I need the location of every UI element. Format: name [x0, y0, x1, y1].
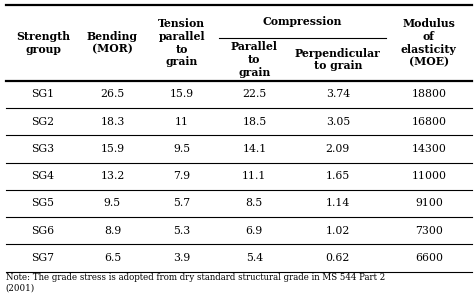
- Text: 14300: 14300: [411, 144, 446, 154]
- Text: SG6: SG6: [31, 226, 55, 236]
- Text: 18.5: 18.5: [242, 117, 266, 127]
- Text: SG3: SG3: [31, 144, 55, 154]
- Text: 2.09: 2.09: [326, 144, 350, 154]
- Text: 15.9: 15.9: [100, 144, 125, 154]
- Text: 6600: 6600: [415, 253, 443, 263]
- Text: Tension
parallel
to
grain: Tension parallel to grain: [158, 18, 205, 67]
- Text: 8.9: 8.9: [104, 226, 121, 236]
- Text: 6.5: 6.5: [104, 253, 121, 263]
- Text: Parallel
to
grain: Parallel to grain: [231, 41, 278, 78]
- Text: 18800: 18800: [411, 89, 447, 99]
- Text: 14.1: 14.1: [242, 144, 266, 154]
- Text: SG4: SG4: [32, 171, 55, 181]
- Text: Strength
group: Strength group: [16, 31, 70, 55]
- Text: 11.1: 11.1: [242, 171, 266, 181]
- Text: SG1: SG1: [31, 89, 55, 99]
- Text: 7300: 7300: [415, 226, 443, 236]
- Text: Bending
(MOR): Bending (MOR): [87, 31, 138, 55]
- Text: 1.14: 1.14: [326, 199, 350, 208]
- Text: Note: The grade stress is adopted from dry standard structural grade in MS 544 P: Note: The grade stress is adopted from d…: [6, 273, 385, 293]
- Text: 8.5: 8.5: [246, 199, 263, 208]
- Text: Modulus
of
elasticity
(MOE): Modulus of elasticity (MOE): [401, 18, 457, 67]
- Text: 3.9: 3.9: [173, 253, 191, 263]
- Text: 13.2: 13.2: [100, 171, 125, 181]
- Text: 26.5: 26.5: [100, 89, 125, 99]
- Text: 5.3: 5.3: [173, 226, 191, 236]
- Text: 9.5: 9.5: [173, 144, 191, 154]
- Text: 11000: 11000: [411, 171, 447, 181]
- Text: 3.05: 3.05: [326, 117, 350, 127]
- Text: 18.3: 18.3: [100, 117, 125, 127]
- Text: 9100: 9100: [415, 199, 443, 208]
- Text: 15.9: 15.9: [170, 89, 194, 99]
- Text: 1.65: 1.65: [326, 171, 350, 181]
- Text: 22.5: 22.5: [242, 89, 266, 99]
- Text: 0.62: 0.62: [326, 253, 350, 263]
- Text: 1.02: 1.02: [326, 226, 350, 236]
- Text: 6.9: 6.9: [246, 226, 263, 236]
- Text: SG5: SG5: [32, 199, 55, 208]
- Text: 9.5: 9.5: [104, 199, 121, 208]
- Text: 16800: 16800: [411, 117, 447, 127]
- Text: 7.9: 7.9: [173, 171, 191, 181]
- Text: SG7: SG7: [32, 253, 55, 263]
- Text: 11: 11: [175, 117, 189, 127]
- Text: 3.74: 3.74: [326, 89, 350, 99]
- Text: SG2: SG2: [31, 117, 55, 127]
- Text: 5.4: 5.4: [246, 253, 263, 263]
- Text: 5.7: 5.7: [173, 199, 191, 208]
- Text: Perpendicular
to grain: Perpendicular to grain: [295, 48, 381, 71]
- Text: Compression: Compression: [263, 16, 342, 27]
